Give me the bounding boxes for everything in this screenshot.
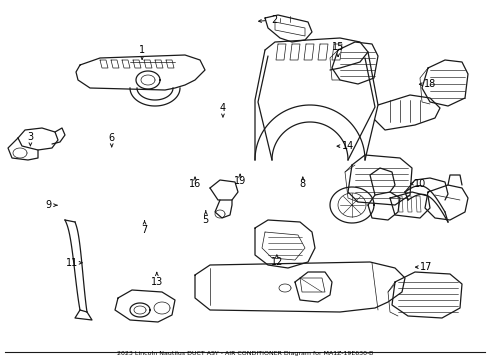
Text: 5: 5 (203, 215, 209, 225)
Text: 14: 14 (342, 141, 354, 151)
Text: 7: 7 (142, 225, 147, 235)
Text: 1: 1 (139, 45, 145, 55)
Text: 9: 9 (45, 200, 51, 210)
Text: 3: 3 (27, 132, 33, 142)
Text: 4: 4 (220, 103, 226, 113)
Text: 10: 10 (415, 179, 427, 189)
Text: 2023 Lincoln Nautilus DUCT ASY - AIR CONDITIONER Diagram for MA1Z-19E630-B: 2023 Lincoln Nautilus DUCT ASY - AIR CON… (117, 351, 373, 356)
Text: 13: 13 (151, 276, 163, 287)
Text: 17: 17 (420, 262, 433, 272)
Text: 19: 19 (234, 176, 246, 186)
Text: 8: 8 (300, 179, 306, 189)
Text: 12: 12 (270, 257, 283, 267)
Text: 6: 6 (109, 132, 115, 143)
Text: 16: 16 (189, 179, 201, 189)
Text: 15: 15 (332, 42, 344, 52)
Text: 11: 11 (67, 258, 78, 268)
Text: 2: 2 (271, 15, 277, 25)
Text: 18: 18 (424, 79, 437, 89)
